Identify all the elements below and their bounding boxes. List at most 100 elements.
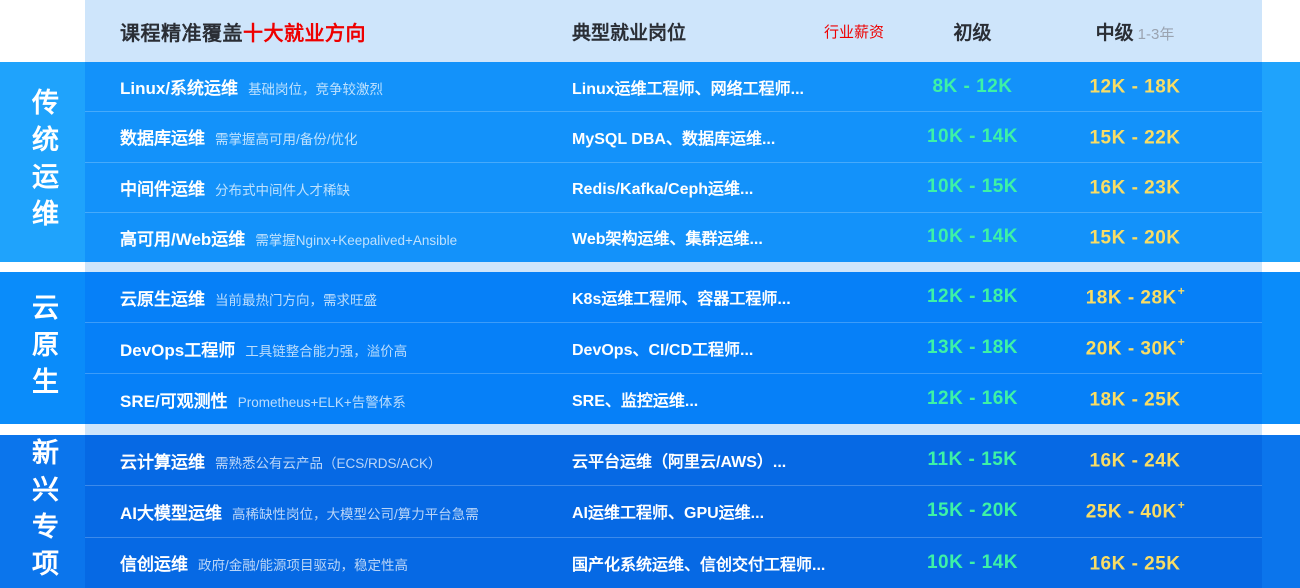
junior-salary-value: 13K - 18K <box>926 337 1019 358</box>
section-band-left: 新兴专项 <box>0 435 85 588</box>
direction-desc: 当前最热门方向，需求旺盛 <box>215 292 377 308</box>
direction-name: 云原生运维 <box>120 289 205 309</box>
table-row: 数据库运维 需掌握高可用/备份/优化 MySQL DBA、数据库运维... 10K… <box>85 111 1262 161</box>
section-panel: 云计算运维 需熟悉公有云产品（ECS/RDS/ACK） 云平台运维（阿里云/AWS… <box>85 435 1262 588</box>
direction-name: AI大模型运维 <box>120 503 222 523</box>
mid-salary-range: 20K - 30K <box>1085 338 1177 360</box>
direction-name: 云计算运维 <box>120 452 205 472</box>
junior-salary-value: 10K - 14K <box>926 125 1019 147</box>
mid-salary-range: 18K - 28K <box>1085 287 1177 309</box>
direction-name: 高可用/Web运维 <box>120 229 246 249</box>
typical-positions: DevOps、CI/CD工程师... <box>572 342 754 359</box>
mid-salary-value: 16K - 23K <box>1055 175 1215 199</box>
table-row: AI大模型运维 高稀缺性岗位，大模型公司/算力平台急需 AI运维工程师、GPU运维… <box>85 485 1262 536</box>
junior-salary-value: 10K - 15K <box>926 176 1019 198</box>
section-label: 传统运维 <box>28 88 58 236</box>
typical-positions: K8s运维工程师、容器工程师... <box>572 291 791 308</box>
header-mid-cell: 中级 1-3年 <box>1055 18 1215 45</box>
section-label: 新兴专项 <box>28 437 58 586</box>
direction-name: Linux/系统运维 <box>120 79 239 99</box>
direction-desc: 工具链整合能力强，溢价高 <box>245 343 408 359</box>
typical-positions: MySQL DBA、数据库运维... <box>572 130 776 148</box>
direction-desc: 基础岗位，竞争较激烈 <box>248 82 384 98</box>
direction-cell: AI大模型运维 高稀缺性岗位，大模型公司/算力平台急需 <box>120 499 572 524</box>
direction-name: 信创运维 <box>120 555 188 575</box>
table-row: 信创运维 政府/金融/能源项目驱动，稳定性高 国产化系统运维、信创交付工程师...… <box>85 536 1262 588</box>
table-row: SRE/可观测性 Prometheus+ELK+告警体系 SRE、监控运维... … <box>85 373 1262 424</box>
mid-salary-plus: + <box>1177 283 1186 298</box>
direction-desc: Prometheus+ELK+告警体系 <box>237 394 406 410</box>
junior-salary-value: 15K - 20K <box>926 500 1019 522</box>
typical-positions: Linux运维工程师、网络工程师... <box>572 80 805 98</box>
mid-salary-range: 18K - 25K <box>1089 389 1181 411</box>
mid-salary-value: 15K - 22K <box>1055 125 1215 149</box>
table-row: DevOps工程师 工具链整合能力强，溢价高 DevOps、CI/CD工程师...… <box>85 322 1262 373</box>
mid-salary-value: 25K - 40K+ <box>1055 498 1215 523</box>
header-positions-label: 典型就业岗位 <box>572 22 687 44</box>
typical-positions: Web架构运维、集群运维... <box>572 231 763 249</box>
table-title: 课程精准覆盖十大就业方向 <box>120 17 572 46</box>
mid-salary-value: 15K - 20K <box>1055 225 1215 249</box>
section-band-right <box>1262 272 1300 424</box>
direction-cell: SRE/可观测性 Prometheus+ELK+告警体系 <box>120 387 572 412</box>
direction-cell: 数据库运维 需掌握高可用/备份/优化 <box>120 124 572 149</box>
direction-desc: 需熟悉公有云产品（ECS/RDS/ACK） <box>215 455 442 471</box>
section-label: 云原生 <box>28 292 58 404</box>
typical-positions: Redis/Kafka/Ceph运维... <box>572 181 754 199</box>
section-band-left: 传统运维 <box>0 62 85 262</box>
direction-cell: 中间件运维 分布式中间件人才稀缺 <box>120 175 572 200</box>
direction-desc: 高稀缺性岗位，大模型公司/算力平台急需 <box>232 506 479 522</box>
header-positions-cell: 典型就业岗位 行业薪资 <box>572 18 890 45</box>
mid-salary-plus: + <box>1177 334 1186 349</box>
section-band-right <box>1262 62 1300 262</box>
mid-salary-range: 25K - 40K <box>1085 501 1177 523</box>
junior-salary-value: 10K - 14K <box>926 226 1019 248</box>
direction-name: 数据库运维 <box>120 129 205 149</box>
direction-cell: 云计算运维 需熟悉公有云产品（ECS/RDS/ACK） <box>120 448 572 473</box>
employment-table-card: 课程精准覆盖十大就业方向 典型就业岗位 行业薪资 初级 中级 1-3年 Linux… <box>85 0 1262 588</box>
junior-salary-value: 12K - 18K <box>926 286 1019 307</box>
direction-desc: 需掌握Nginx+Keepalived+Ansible <box>255 232 458 248</box>
header-mid-label: 中级 <box>1095 22 1134 44</box>
section-panel: Linux/系统运维 基础岗位，竞争较激烈 Linux运维工程师、网络工程师...… <box>85 62 1262 262</box>
direction-desc: 需掌握高可用/备份/优化 <box>215 132 358 148</box>
mid-salary-range: 15K - 20K <box>1089 227 1181 249</box>
table-title-highlight: 十大就业方向 <box>243 22 366 45</box>
mid-salary-range: 16K - 25K <box>1089 552 1181 574</box>
junior-salary-value: 8K - 12K <box>932 75 1013 97</box>
industry-salary-tag: 行业薪资 <box>823 23 884 41</box>
typical-positions: 国产化系统运维、信创交付工程师... <box>572 556 826 574</box>
table-row: 中间件运维 分布式中间件人才稀缺 Redis/Kafka/Ceph运维... 10… <box>85 161 1262 212</box>
typical-positions: 云平台运维（阿里云/AWS）... <box>572 454 787 472</box>
direction-name: DevOps工程师 <box>120 340 236 360</box>
direction-desc: 政府/金融/能源项目驱动，稳定性高 <box>198 558 409 574</box>
direction-desc: 分布式中间件人才稀缺 <box>215 182 350 198</box>
mid-salary-range: 16K - 23K <box>1089 177 1181 199</box>
table-row: Linux/系统运维 基础岗位，竞争较激烈 Linux运维工程师、网络工程师...… <box>85 62 1262 111</box>
direction-cell: Linux/系统运维 基础岗位，竞争较激烈 <box>120 74 572 99</box>
mid-salary-value: 16K - 24K <box>1055 448 1215 472</box>
section-band-right <box>1262 435 1300 588</box>
mid-salary-range: 15K - 22K <box>1089 127 1181 149</box>
section-panel: 云原生运维 当前最热门方向，需求旺盛 K8s运维工程师、容器工程师... 12K … <box>85 272 1262 424</box>
direction-name: SRE/可观测性 <box>120 391 228 411</box>
header-mid-note: 1-3年 <box>1137 25 1175 43</box>
junior-salary-value: 11K - 15K <box>927 449 1018 471</box>
mid-salary-value: 16K - 25K <box>1055 551 1215 575</box>
direction-cell: 云原生运维 当前最热门方向，需求旺盛 <box>120 285 572 310</box>
direction-name: 中间件运维 <box>120 179 205 199</box>
mid-salary-plus: + <box>1177 498 1186 513</box>
typical-positions: SRE、监控运维... <box>572 393 699 410</box>
mid-salary-range: 16K - 24K <box>1089 450 1181 472</box>
mid-salary-range: 12K - 18K <box>1089 76 1181 98</box>
table-row: 云计算运维 需熟悉公有云产品（ECS/RDS/ACK） 云平台运维（阿里云/AWS… <box>85 435 1262 485</box>
direction-cell: 信创运维 政府/金融/能源项目驱动，稳定性高 <box>120 550 572 575</box>
section-band-left: 云原生 <box>0 272 85 424</box>
junior-salary-value: 12K - 16K <box>926 388 1019 409</box>
table-title-prefix: 课程精准覆盖 <box>120 22 243 45</box>
mid-salary-value: 20K - 30K+ <box>1055 334 1215 360</box>
direction-cell: DevOps工程师 工具链整合能力强，溢价高 <box>120 336 572 361</box>
table-row: 高可用/Web运维 需掌握Nginx+Keepalived+Ansible Web… <box>85 211 1262 262</box>
mid-salary-value: 18K - 28K+ <box>1055 283 1215 309</box>
header-junior-label: 初级 <box>953 22 992 44</box>
